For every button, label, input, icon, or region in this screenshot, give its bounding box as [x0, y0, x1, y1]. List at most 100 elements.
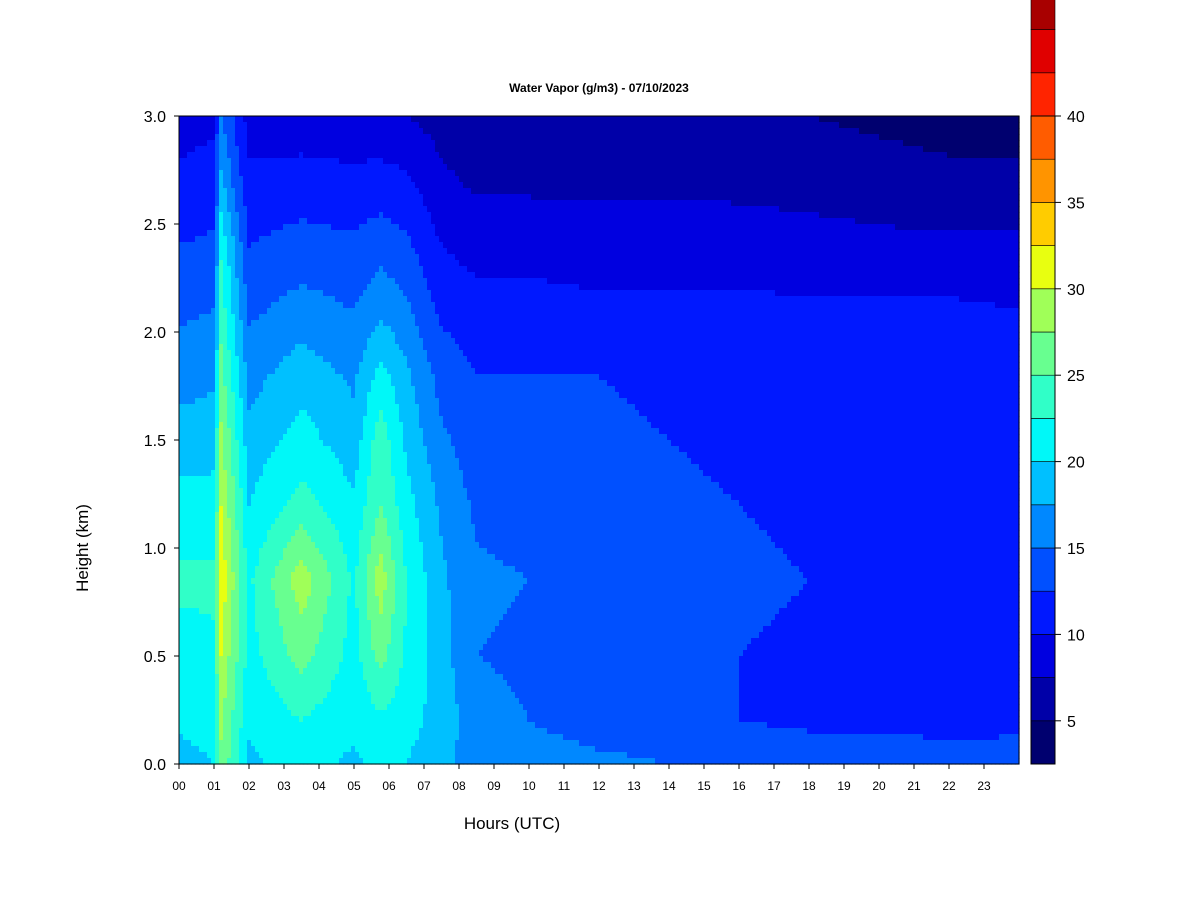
heatmap-cell-r5-c101 [583, 146, 588, 153]
heatmap-cell-r5-c5 [199, 146, 204, 153]
heatmap-cell-r8-c139 [735, 164, 740, 171]
heatmap-cell-r10-c139 [735, 176, 740, 183]
heatmap-cell-r22-c24 [275, 248, 280, 255]
heatmap-cell-r8-c200 [979, 164, 984, 171]
heatmap-cell-r7-c137 [727, 158, 732, 165]
heatmap-cell-r14-c95 [559, 200, 564, 207]
heatmap-cell-r20-c79 [495, 236, 500, 243]
heatmap-cell-r5-c136 [723, 146, 728, 153]
heatmap-cell-r16-c2 [187, 212, 192, 219]
heatmap-cell-r5-c29 [295, 146, 300, 153]
heatmap-cell-r17-c160 [819, 218, 824, 225]
heatmap-cell-r17-c13 [231, 218, 236, 225]
heatmap-cell-r17-c51 [383, 218, 388, 225]
heatmap-cell-r22-c184 [915, 248, 920, 255]
heatmap-cell-r6-c68 [451, 152, 456, 159]
heatmap-cell-r1-c145 [759, 122, 764, 129]
heatmap-cell-r3-c204 [995, 134, 1000, 141]
heatmap-cell-r14-c190 [939, 200, 944, 207]
heatmap-cell-r18-c97 [567, 224, 572, 231]
heatmap-cell-r17-c82 [507, 218, 512, 225]
heatmap-cell-r9-c147 [767, 170, 772, 177]
heatmap-cell-r20-c93 [551, 236, 556, 243]
heatmap-cell-r6-c19 [255, 152, 260, 159]
heatmap-cell-r9-c159 [815, 170, 820, 177]
heatmap-cell-r22-c165 [839, 248, 844, 255]
heatmap-cell-r2-c127 [687, 128, 692, 135]
heatmap-cell-r15-c46 [363, 206, 368, 213]
heatmap-cell-r16-c201 [983, 212, 988, 219]
heatmap-cell-r2-c67 [447, 128, 452, 135]
heatmap-cell-r6-c106 [603, 152, 608, 159]
heatmap-cell-r16-c34 [315, 212, 320, 219]
heatmap-cell-r8-c192 [947, 164, 952, 171]
heatmap-cell-r21-c47 [367, 242, 372, 249]
heatmap-cell-r21-c164 [835, 242, 840, 249]
heatmap-cell-r13-c155 [799, 194, 804, 201]
heatmap-cell-r3-c138 [731, 134, 736, 141]
heatmap-cell-r11-c171 [863, 182, 868, 189]
heatmap-cell-r16-c29 [295, 212, 300, 219]
heatmap-cell-r14-c101 [583, 200, 588, 207]
heatmap-cell-r3-c99 [575, 134, 580, 141]
heatmap-cell-r19-c24 [275, 230, 280, 237]
heatmap-cell-r5-c130 [699, 146, 704, 153]
heatmap-cell-r21-c189 [935, 242, 940, 249]
heatmap-cell-r22-c33 [311, 248, 316, 255]
heatmap-cell-r8-c91 [543, 164, 548, 171]
heatmap-cell-r6-c83 [511, 152, 516, 159]
heatmap-cell-r2-c107 [607, 128, 612, 135]
heatmap-cell-r22-c87 [527, 248, 532, 255]
heatmap-cell-r19-c75 [479, 230, 484, 237]
heatmap-cell-r21-c178 [891, 242, 896, 249]
heatmap-cell-r7-c56 [403, 158, 408, 165]
heatmap-cell-r22-c78 [491, 248, 496, 255]
heatmap-cell-r7-c36 [323, 158, 328, 165]
heatmap-cell-r3-c5 [199, 134, 204, 141]
heatmap-cell-r12-c83 [511, 188, 516, 195]
heatmap-cell-r22-c188 [931, 248, 936, 255]
heatmap-cell-r8-c155 [799, 164, 804, 171]
heatmap-cell-r19-c202 [987, 230, 992, 237]
heatmap-cell-r1-c106 [603, 122, 608, 129]
heatmap-cell-r22-c154 [795, 248, 800, 255]
heatmap-cell-r22-c169 [855, 248, 860, 255]
heatmap-cell-r3-c203 [991, 134, 996, 141]
heatmap-cell-r5-c162 [827, 146, 832, 153]
heatmap-cell-r21-c106 [603, 242, 608, 249]
heatmap-cell-r11-c193 [951, 182, 956, 189]
heatmap-cell-r11-c26 [283, 182, 288, 189]
heatmap-cell-r23-c139 [735, 254, 740, 261]
heatmap-cell-r5-c134 [715, 146, 720, 153]
heatmap-cell-r4-c54 [395, 140, 400, 147]
heatmap-cell-r22-c23 [271, 248, 276, 255]
heatmap-cell-r16-c105 [599, 212, 604, 219]
heatmap-cell-r21-c184 [915, 242, 920, 249]
heatmap-cell-r3-c19 [255, 134, 260, 141]
heatmap-cell-r13-c174 [875, 194, 880, 201]
heatmap-cell-r3-c150 [779, 134, 784, 141]
heatmap-cell-r2-c197 [967, 128, 972, 135]
heatmap-cell-r20-c143 [751, 236, 756, 243]
heatmap-cell-r18-c12 [227, 224, 232, 231]
heatmap-cell-r13-c94 [555, 194, 560, 201]
heatmap-cell-r5-c199 [975, 146, 980, 153]
heatmap-cell-r14-c108 [611, 200, 616, 207]
heatmap-cell-r3-c144 [755, 134, 760, 141]
heatmap-cell-r0-c180 [899, 116, 904, 123]
heatmap-cell-r7-c42 [347, 158, 352, 165]
heatmap-cell-r13-c147 [767, 194, 772, 201]
heatmap-cell-r16-c103 [591, 212, 596, 219]
heatmap-cell-r0-c158 [811, 116, 816, 123]
heatmap-cell-r22-c95 [559, 248, 564, 255]
heatmap-cell-r22-c144 [755, 248, 760, 255]
heatmap-cell-r8-c193 [951, 164, 956, 171]
heatmap-cell-r7-c63 [431, 158, 436, 165]
heatmap-cell-r2-c43 [351, 128, 356, 135]
heatmap-cell-r23-c44 [355, 254, 360, 261]
heatmap-cell-r16-c197 [967, 212, 972, 219]
heatmap-cell-r6-c107 [607, 152, 612, 159]
heatmap-cell-r22-c10 [219, 248, 224, 255]
heatmap-cell-r5-c139 [735, 146, 740, 153]
heatmap-cell-r1-c135 [719, 122, 724, 129]
